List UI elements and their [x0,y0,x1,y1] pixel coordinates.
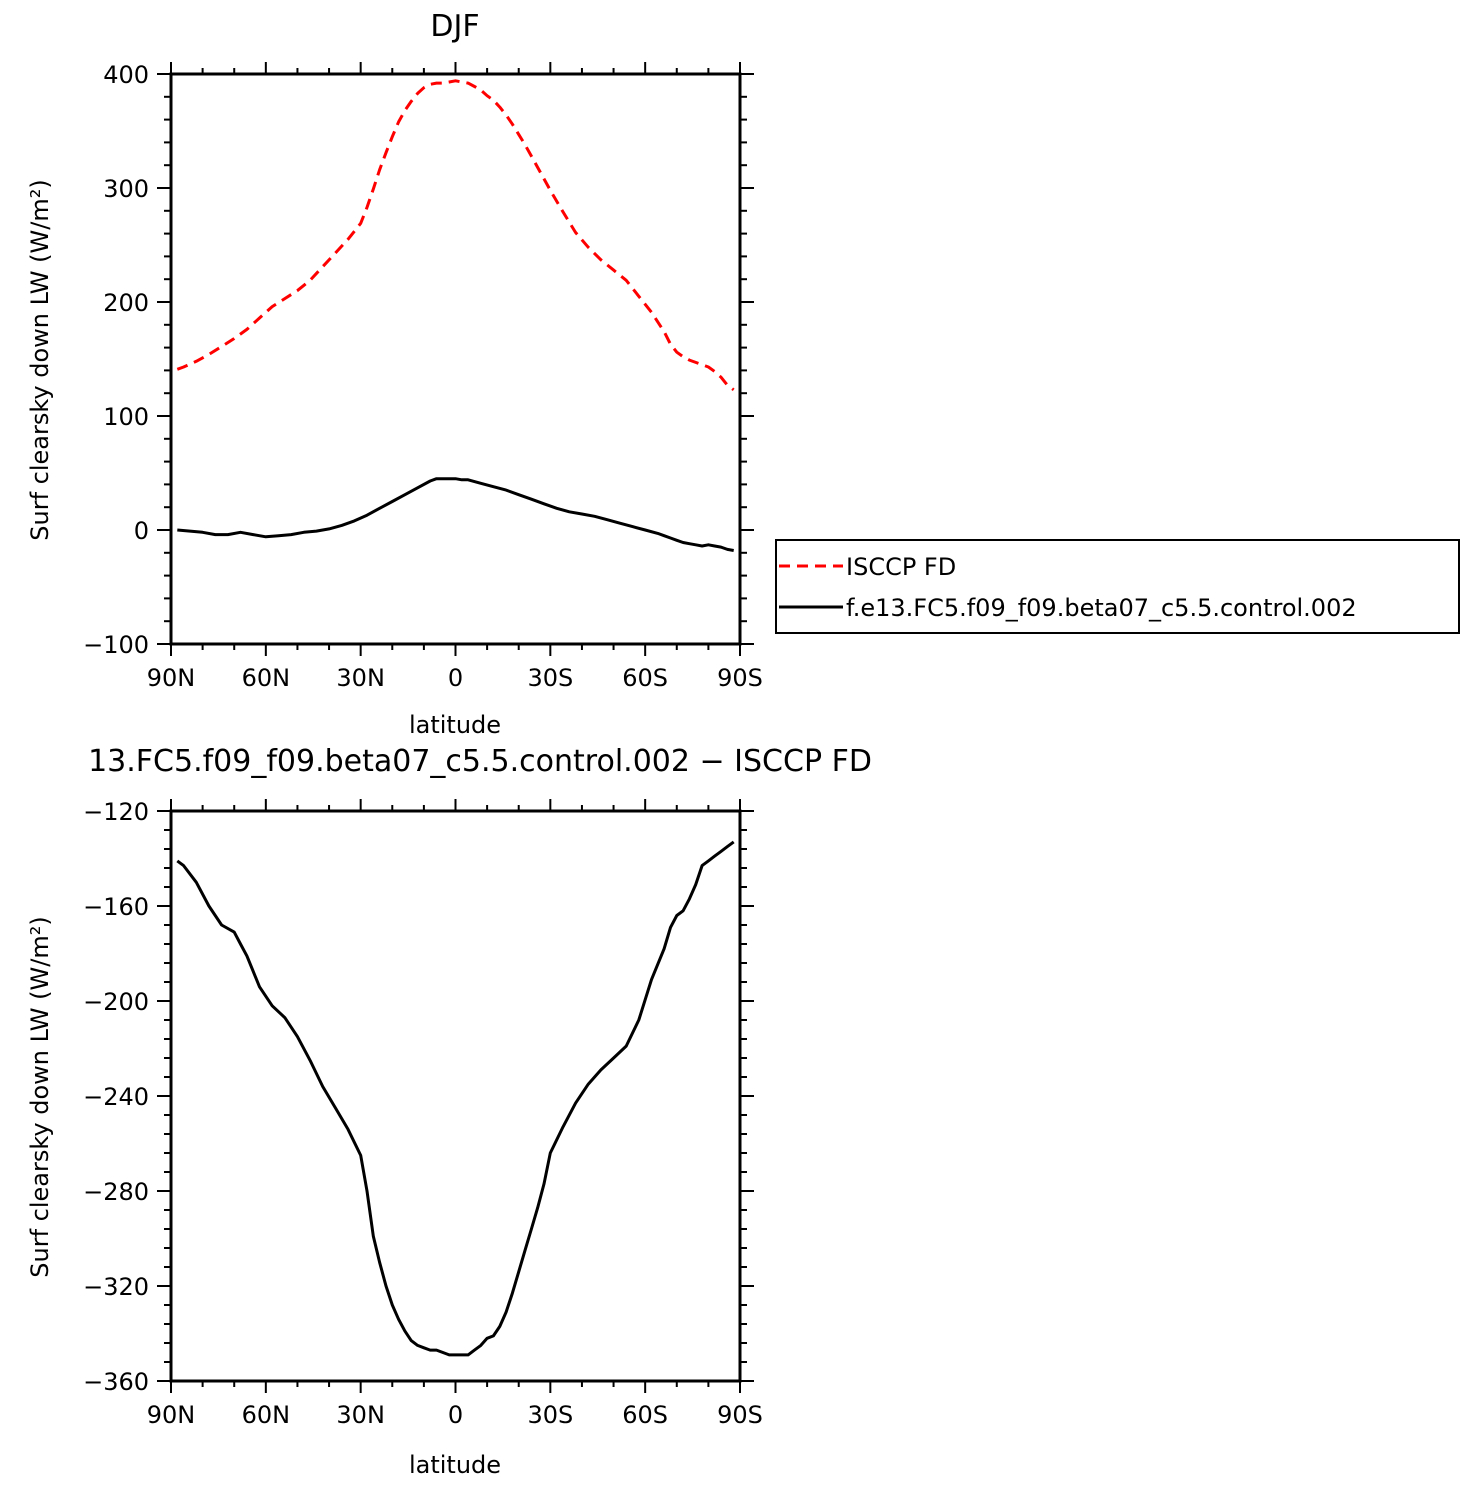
bottom-series-layer [176,840,735,1357]
top-x-tick-label: 90S [717,664,763,692]
bottom-x-tick-label: 90S [717,1401,763,1429]
bottom-y-tick-labels: −120 −160 −200 −240 −280 −320 −360 [83,798,149,1396]
top-ticks [157,62,754,656]
top-y-tick-label: 0 [134,517,149,545]
top-y-tick-label: 300 [103,175,149,203]
top-x-tick-label: 60S [622,664,668,692]
bottom-x-tick-label: 60N [242,1401,291,1429]
top-y-tick-label: 400 [103,61,149,89]
top-y-axis-title: Surf clearsky down LW (W/m²) [26,179,54,540]
top-x-tick-label: 30N [336,664,385,692]
bottom-y-tick-label: −200 [83,988,149,1016]
bottom-plot-border [169,809,742,1383]
bottom-y-tick-label: −360 [83,1368,149,1396]
top-panel-title: DJF [430,9,479,44]
bottom-plot-frame [169,809,742,1383]
top-series-line-0 [176,79,735,392]
top-x-tick-label: 60N [242,664,291,692]
bottom-y-tick-label: −240 [83,1083,149,1111]
bottom-x-tick-label: 90N [147,1401,196,1429]
legend-label-isccp: ISCCP FD [846,553,956,581]
bottom-y-tick-label: −120 [83,798,149,826]
top-y-tick-label: 200 [103,289,149,317]
top-plot-border [169,72,742,646]
bottom-x-tick-labels: 90N 60N 30N 0 30S 60S 90S [147,1401,763,1429]
top-series-line-1 [177,477,734,552]
top-y-tick-labels: 400 300 200 100 0 −100 [83,61,149,659]
top-y-tick-label: −100 [83,631,149,659]
top-y-tick-label: 100 [103,403,149,431]
legend-label-model: f.e13.FC5.f09_f09.beta07_c5.5.control.00… [846,594,1357,622]
top-x-tick-label: 30S [527,664,573,692]
bottom-y-tick-label: −280 [83,1178,149,1206]
bottom-x-axis-title: latitude [409,1451,501,1479]
top-x-tick-label: 0 [448,664,463,692]
top-x-axis-title: latitude [409,711,501,739]
bottom-x-tick-label: 60S [622,1401,668,1429]
bottom-y-tick-label: −160 [83,893,149,921]
legend: ISCCP FD f.e13.FC5.f09_f09.beta07_c5.5.c… [775,539,1460,634]
bottom-x-tick-label: 0 [448,1401,463,1429]
top-plot-frame [169,72,742,646]
bottom-y-tick-label: −320 [83,1273,149,1301]
bottom-y-axis-title: Surf clearsky down LW (W/m²) [26,916,54,1277]
top-series-layer [176,79,735,552]
bottom-ticks [157,799,754,1393]
bottom-x-tick-label: 30N [336,1401,385,1429]
bottom-panel-title: 13.FC5.f09_f09.beta07_c5.5.control.002 −… [88,744,872,779]
bottom-panel: 13.FC5.f09_f09.beta07_c5.5.control.002 −… [26,744,872,1479]
legend-box [775,539,1460,634]
bottom-series-line-0 [176,840,735,1357]
top-x-tick-label: 90N [147,664,196,692]
top-x-tick-labels: 90N 60N 30N 0 30S 60S 90S [147,664,763,692]
bottom-x-tick-label: 30S [527,1401,573,1429]
